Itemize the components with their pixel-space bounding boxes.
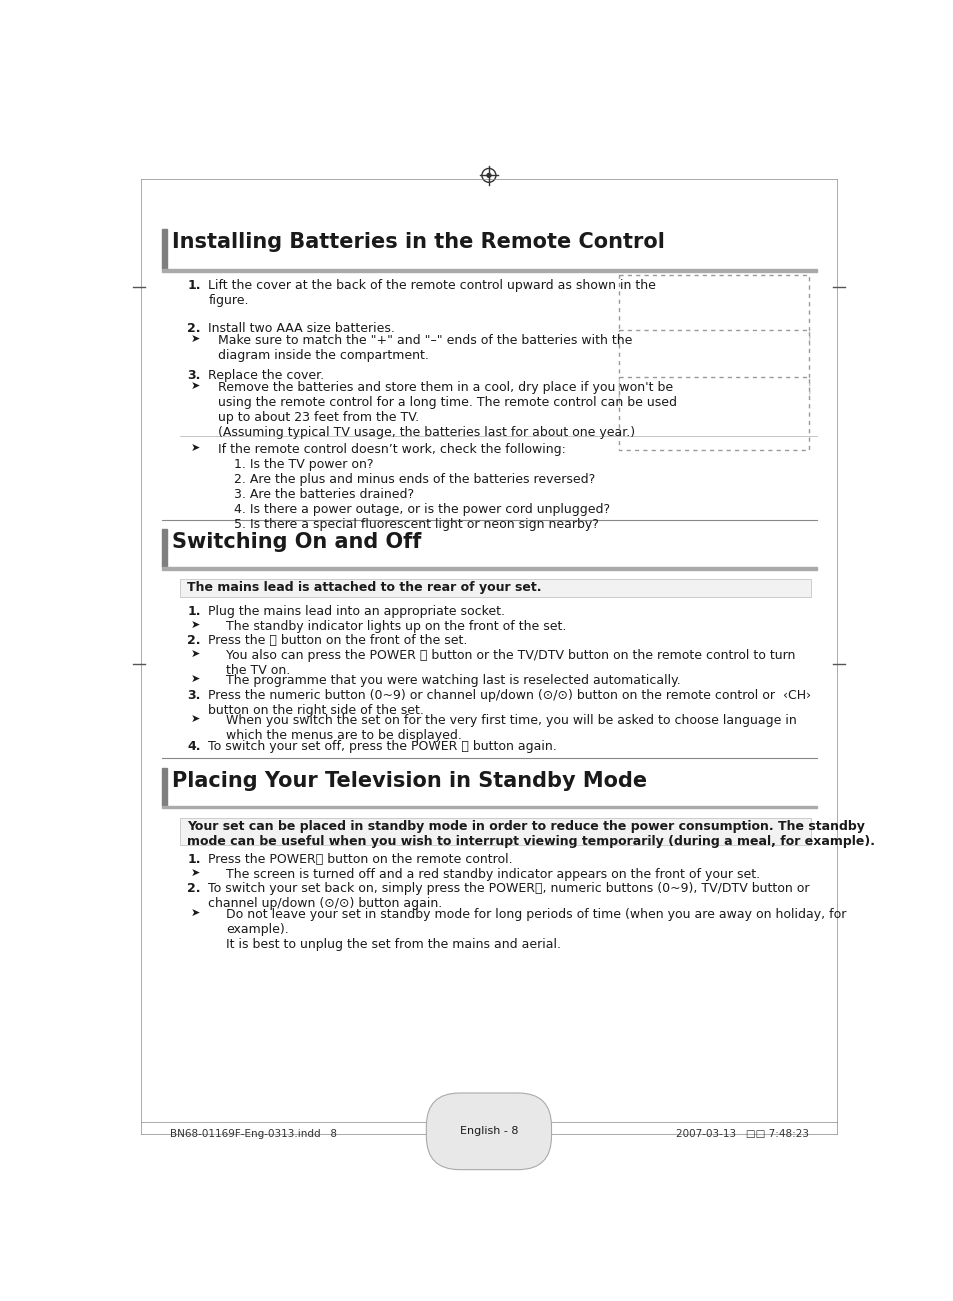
Text: 1.: 1. [187, 605, 201, 618]
Text: 2.: 2. [187, 882, 201, 895]
Text: Placing Your Television in Standby Mode: Placing Your Television in Standby Mode [172, 770, 646, 791]
Text: Do not leave your set in standby mode for long periods of time (when you are awa: Do not leave your set in standby mode fo… [226, 908, 845, 951]
Text: The programme that you were watching last is reselected automatically.: The programme that you were watching las… [226, 674, 680, 687]
Text: ➤: ➤ [191, 619, 200, 630]
Text: ➤: ➤ [191, 908, 200, 917]
Text: You also can press the POWER ⏻ button or the TV/DTV button on the remote control: You also can press the POWER ⏻ button or… [226, 649, 795, 677]
Text: Replace the cover.: Replace the cover. [208, 368, 324, 381]
Text: When you switch the set on for the very first time, you will be asked to choose : When you switch the set on for the very … [226, 714, 796, 743]
FancyBboxPatch shape [618, 377, 808, 450]
Text: Press the POWER⏻ button on the remote control.: Press the POWER⏻ button on the remote co… [208, 853, 513, 866]
Bar [162, 807, 816, 808]
Bar [179, 817, 810, 846]
Text: Plug the mains lead into an appropriate socket.: Plug the mains lead into an appropriate … [208, 605, 505, 618]
Bar [162, 528, 167, 567]
Text: 1.: 1. [187, 280, 201, 293]
FancyBboxPatch shape [618, 330, 808, 399]
Text: English - 8: English - 8 [459, 1127, 517, 1136]
FancyBboxPatch shape [618, 276, 808, 345]
Text: The mains lead is attached to the rear of your set.: The mains lead is attached to the rear o… [187, 582, 541, 595]
Text: ➤: ➤ [191, 334, 200, 343]
Text: Installing Batteries in the Remote Control: Installing Batteries in the Remote Contr… [172, 233, 664, 252]
Text: Press the numeric button (0~9) or channel up/down (⊙/⊙) button on the remote con: Press the numeric button (0~9) or channe… [208, 690, 811, 717]
Text: BN68-01169F-Eng-0313.indd   8: BN68-01169F-Eng-0313.indd 8 [170, 1129, 336, 1138]
Bar [162, 567, 816, 570]
Text: To switch your set back on, simply press the POWER⏻, numeric buttons (0~9), TV/D: To switch your set back on, simply press… [208, 882, 809, 911]
Text: ➤: ➤ [191, 442, 200, 453]
Bar [162, 229, 167, 269]
Text: 4.: 4. [187, 740, 201, 753]
Text: ➤: ➤ [191, 381, 200, 392]
Text: Lift the cover at the back of the remote control upward as shown in the
figure.: Lift the cover at the back of the remote… [208, 280, 656, 307]
Bar [179, 579, 810, 597]
Text: If the remote control doesn’t work, check the following:
    1. Is the TV power : If the remote control doesn’t work, chec… [218, 442, 610, 531]
Circle shape [486, 173, 491, 177]
Text: Press the ⏻ button on the front of the set.: Press the ⏻ button on the front of the s… [208, 635, 467, 648]
Text: Remove the batteries and store them in a cool, dry place if you won't be
using t: Remove the batteries and store them in a… [218, 381, 677, 438]
Text: ➤: ➤ [191, 714, 200, 725]
Circle shape [486, 1138, 491, 1142]
Text: ➤: ➤ [191, 868, 200, 878]
Text: 3.: 3. [187, 690, 201, 703]
Text: Make sure to match the "+" and "–" ends of the batteries with the
diagram inside: Make sure to match the "+" and "–" ends … [218, 334, 632, 362]
Text: ➤: ➤ [191, 649, 200, 658]
Text: Install two AAA size batteries.: Install two AAA size batteries. [208, 321, 395, 334]
Text: 1.: 1. [187, 853, 201, 866]
Text: ➤: ➤ [191, 674, 200, 684]
Bar [162, 768, 167, 807]
Text: 2.: 2. [187, 321, 201, 334]
Text: 2.: 2. [187, 635, 201, 648]
Bar [162, 269, 816, 272]
Text: 3.: 3. [187, 368, 201, 381]
Text: The screen is turned off and a red standby indicator appears on the front of you: The screen is turned off and a red stand… [226, 868, 760, 881]
Text: The standby indicator lights up on the front of the set.: The standby indicator lights up on the f… [226, 619, 566, 632]
Text: 2007-03-13   □□ 7:48:23: 2007-03-13 □□ 7:48:23 [676, 1129, 808, 1138]
Text: Your set can be placed in standby mode in order to reduce the power consumption.: Your set can be placed in standby mode i… [187, 820, 875, 848]
Text: Switching On and Off: Switching On and Off [172, 532, 421, 552]
Text: To switch your set off, press the POWER ⏻ button again.: To switch your set off, press the POWER … [208, 740, 557, 753]
